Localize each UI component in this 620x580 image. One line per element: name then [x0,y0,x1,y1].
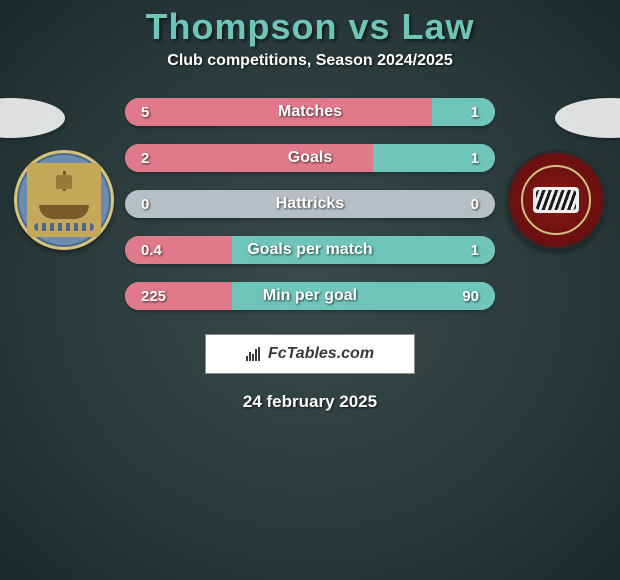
tiger-icon [521,165,591,235]
page-title: Thompson vs Law [145,6,474,48]
stat-row: 225Min per goal90 [125,282,495,310]
bar-chart-icon [246,347,260,361]
brand-text: FcTables.com [268,345,374,363]
stat-label: Matches [125,103,495,121]
stat-value-right: 1 [471,150,479,167]
stat-value-right: 1 [471,104,479,121]
stats-area: 5Matches1 2Goals1 0Hattricks0 0.4Goals per … [0,98,620,310]
brand-badge[interactable]: FcTables.com [205,334,415,374]
stat-label: Min per goal [125,287,495,305]
stat-label: Goals per match [125,241,495,259]
stat-label: Hattricks [125,195,495,213]
stat-value-right: 1 [471,242,479,259]
stat-value-right: 90 [462,288,479,305]
stat-row: 0Hattricks0 [125,190,495,218]
stat-row: 5Matches1 [125,98,495,126]
date-label: 24 february 2025 [243,392,377,412]
stat-row: 0.4Goals per match1 [125,236,495,264]
page-subtitle: Club competitions, Season 2024/2025 [167,52,452,70]
comparison-card: Thompson vs Law Club competitions, Seaso… [0,0,620,412]
stat-value-right: 0 [471,196,479,213]
stat-row: 2Goals1 [125,144,495,172]
club-crest-left[interactable] [14,150,114,250]
ship-icon [27,163,101,237]
stat-label: Goals [125,149,495,167]
club-crest-right[interactable] [506,150,606,250]
